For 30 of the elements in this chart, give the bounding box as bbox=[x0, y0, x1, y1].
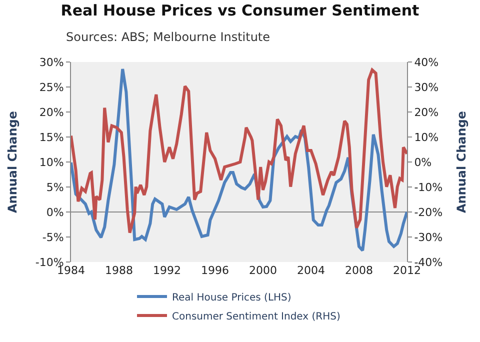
y-tick-label: 15% bbox=[39, 130, 64, 144]
y2-tick-label: 0% bbox=[414, 156, 432, 169]
y-tick-label: -5% bbox=[42, 230, 64, 244]
x-tick-label: 2012 bbox=[393, 264, 421, 277]
y-tick-label: 10% bbox=[39, 156, 64, 169]
y2-tick-label: 40% bbox=[414, 56, 439, 69]
y2-tick-label: -20% bbox=[414, 206, 443, 219]
x-tick-label: 1996 bbox=[201, 264, 229, 277]
y2-tick-label: 20% bbox=[414, 106, 439, 119]
y2-tick-label: 10% bbox=[414, 130, 439, 144]
y2-axis-title: Annual Change bbox=[454, 110, 469, 214]
chart-subtitle: Sources: ABS; Melbourne Institute bbox=[66, 30, 270, 44]
y-tick-label: 0% bbox=[46, 206, 64, 219]
x-tick-label: 2004 bbox=[297, 264, 325, 277]
x-tick-label: 1988 bbox=[105, 264, 133, 277]
x-tick-label: 2000 bbox=[249, 264, 277, 277]
legend-label: Real House Prices (LHS) bbox=[172, 292, 292, 304]
y-tick-label: 30% bbox=[39, 56, 64, 69]
y-tick-label: 25% bbox=[39, 80, 64, 94]
y2-tick-label: -10% bbox=[414, 180, 443, 194]
y-axis-title: Annual Change bbox=[6, 110, 20, 214]
y-tick-label: 20% bbox=[39, 106, 64, 119]
chart-title: Real House Prices vs Consumer Sentiment bbox=[60, 2, 420, 20]
y2-tick-label: -30% bbox=[414, 230, 443, 244]
y-tick-label: 5% bbox=[46, 180, 64, 194]
x-tick-label: 2008 bbox=[345, 264, 373, 277]
legend-label: Consumer Sentiment Index (RHS) bbox=[172, 311, 340, 322]
y2-tick-label: 30% bbox=[414, 80, 439, 94]
x-tick-label: 1992 bbox=[153, 264, 181, 277]
x-tick-label: 1984 bbox=[57, 264, 85, 277]
